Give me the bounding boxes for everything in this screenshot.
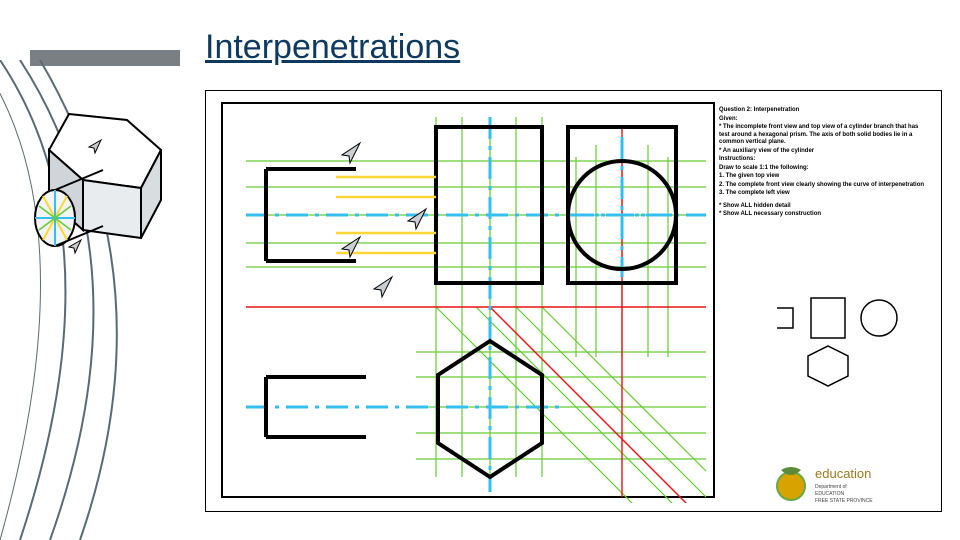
accent-bar <box>30 50 180 66</box>
interpenetration-diagram <box>216 97 936 503</box>
reference-red <box>246 127 706 503</box>
arrows <box>342 143 426 297</box>
isometric-thumbnail <box>9 110 204 280</box>
construction-lines <box>246 117 706 503</box>
page-title: Interpenetrations <box>205 28 460 67</box>
outlines-heavy <box>266 127 676 477</box>
drawing-frame: Question 2: Interpenetration Given: * Th… <box>205 90 942 512</box>
